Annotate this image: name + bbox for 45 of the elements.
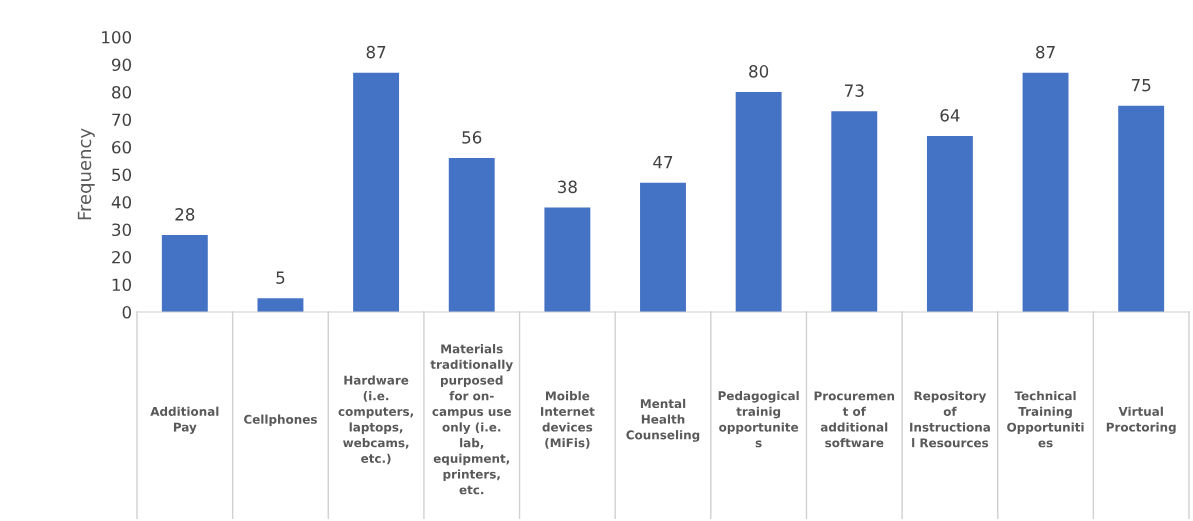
x-tick-label: Hardware (i.e. computers, laptops, webcams, etc.) bbox=[338, 375, 413, 465]
x-tick-label: Moible Internet devices (MiFis) bbox=[540, 391, 595, 449]
data-label: 28 bbox=[175, 208, 195, 221]
data-label: 87 bbox=[366, 45, 386, 59]
y-tick-label: 80 bbox=[112, 85, 132, 99]
bar bbox=[735, 92, 782, 312]
bar bbox=[353, 72, 400, 312]
bar bbox=[1118, 105, 1165, 312]
y-tick-label: 70 bbox=[112, 113, 132, 127]
y-tick-label: 40 bbox=[111, 195, 132, 209]
bar bbox=[161, 235, 208, 312]
y-tick-label: 60 bbox=[112, 140, 132, 154]
x-tick-label: Repository of Instructiona l Resources bbox=[910, 391, 990, 448]
x-tick-label: Pedagogical trainig opportunite s bbox=[718, 390, 799, 448]
data-label: 38 bbox=[558, 180, 577, 194]
data-label: 5 bbox=[276, 271, 285, 284]
bar bbox=[257, 298, 304, 312]
bar bbox=[544, 207, 591, 312]
y-tick-label: 100 bbox=[102, 30, 132, 44]
x-tick-label: Technical Training Opportuniti es bbox=[1007, 391, 1084, 448]
data-label: 64 bbox=[940, 109, 960, 122]
bar bbox=[448, 158, 495, 312]
x-tick-label: Cellphones bbox=[244, 414, 317, 427]
bar bbox=[831, 111, 878, 312]
x-tick-label: Procuremen t of additional software bbox=[814, 391, 895, 448]
y-tick-label: 0 bbox=[122, 305, 132, 319]
y-tick-label: 50 bbox=[112, 168, 132, 182]
data-label: 56 bbox=[462, 131, 482, 144]
category-label: Materials traditionally purposed for on- campus use only (i.e. lab, equipment, printers, etc. bbox=[430, 344, 513, 495]
y-tick-label: 90 bbox=[111, 58, 132, 72]
bar bbox=[640, 182, 686, 312]
data-label: 47 bbox=[653, 156, 673, 169]
y-tick-label: 10 bbox=[112, 278, 132, 292]
y-axis-title: Frequency bbox=[77, 128, 95, 220]
bar bbox=[926, 136, 973, 312]
x-tick-label: Mental Health Counseling bbox=[626, 398, 700, 442]
data-label: 87 bbox=[1036, 45, 1055, 59]
x-tick-label: Virtual Proctoring bbox=[1106, 406, 1176, 434]
bar bbox=[1022, 72, 1069, 312]
x-tick-label: Additional Pay bbox=[150, 406, 219, 434]
data-label: 73 bbox=[845, 84, 864, 97]
y-tick-label: 30 bbox=[112, 223, 132, 237]
data-label: 80 bbox=[749, 65, 769, 78]
y-tick-label: 20 bbox=[112, 250, 132, 264]
data-label: 75 bbox=[1131, 79, 1151, 92]
